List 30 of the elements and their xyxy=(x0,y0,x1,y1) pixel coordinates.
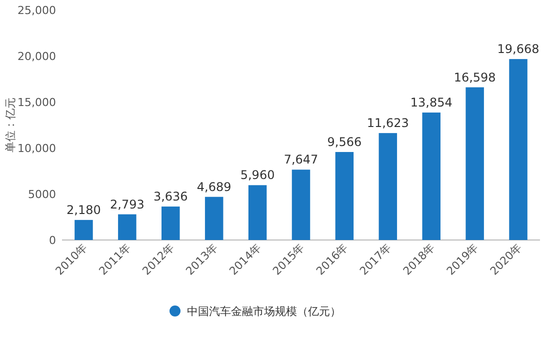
bar xyxy=(248,185,267,240)
data-label: 7,647 xyxy=(284,152,318,167)
bar xyxy=(292,170,310,240)
legend-label: 中国汽车金融市场规模（亿元） xyxy=(187,305,341,318)
y-tick-label: 15,000 xyxy=(18,96,56,109)
data-label: 16,598 xyxy=(454,70,496,84)
data-label: 9,566 xyxy=(327,134,362,149)
data-label: 2,180 xyxy=(66,202,101,217)
y-axis-title: 单位：亿元 xyxy=(4,98,17,152)
bar xyxy=(162,206,180,240)
data-label: 13,854 xyxy=(410,96,452,110)
data-label: 4,689 xyxy=(196,180,232,194)
y-tick-label: 25,000 xyxy=(18,4,56,17)
data-label: 3,636 xyxy=(153,190,188,204)
y-tick-label: 0 xyxy=(49,234,56,247)
data-label: 19,668 xyxy=(497,42,540,56)
bar xyxy=(335,152,354,240)
data-label: 5,960 xyxy=(240,168,275,182)
bar xyxy=(509,59,528,240)
bar xyxy=(74,220,93,240)
bar xyxy=(378,133,398,240)
y-tick-label: 20,000 xyxy=(18,50,56,63)
bar xyxy=(422,112,440,240)
bar xyxy=(204,196,224,240)
bar xyxy=(466,87,484,240)
y-tick-label: 5000 xyxy=(28,188,56,201)
data-label: 11,623 xyxy=(366,116,409,130)
data-label: 2,793 xyxy=(110,197,144,212)
bar xyxy=(118,214,136,240)
y-tick-label: 10,000 xyxy=(18,142,56,155)
